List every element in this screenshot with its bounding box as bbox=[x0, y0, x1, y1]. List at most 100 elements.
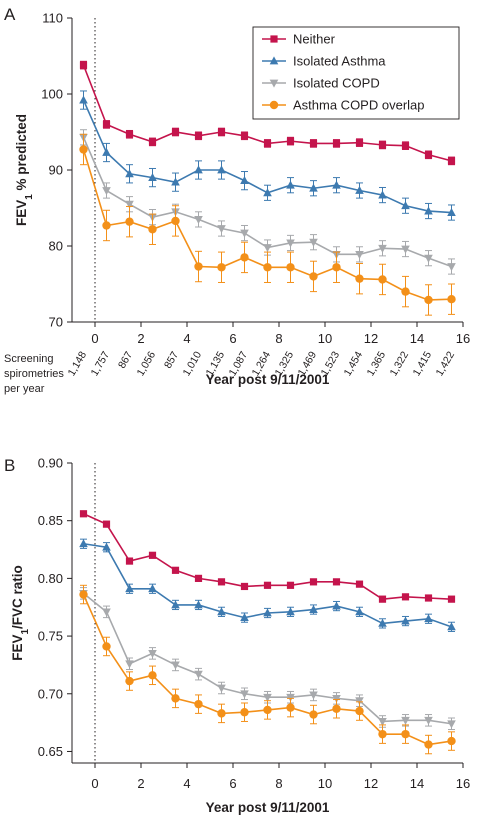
data-point bbox=[263, 244, 272, 253]
y-tick-label: 70 bbox=[49, 315, 63, 330]
screening-count: 1,365 bbox=[365, 349, 389, 378]
screening-count: 1,757 bbox=[89, 349, 113, 378]
y-axis-title: FEV1/FVC ratio bbox=[10, 565, 31, 661]
screening-label-line: per year bbox=[4, 383, 45, 395]
data-point bbox=[79, 539, 88, 548]
data-point bbox=[263, 608, 272, 617]
data-point bbox=[401, 593, 410, 601]
screening-count: 857 bbox=[162, 349, 181, 370]
x-tick-label: 4 bbox=[183, 776, 190, 791]
data-point bbox=[79, 510, 88, 518]
data-point bbox=[401, 287, 410, 296]
x-tick-label: 6 bbox=[229, 331, 236, 346]
x-axis-title: Year post 9/11/2001 bbox=[206, 372, 330, 387]
data-point bbox=[447, 736, 456, 746]
data-point bbox=[424, 295, 433, 305]
x-tick-label: 0 bbox=[91, 776, 98, 791]
data-point bbox=[286, 180, 295, 189]
data-point bbox=[217, 578, 226, 586]
y-tick-label: 0.85 bbox=[38, 513, 63, 528]
data-point bbox=[332, 704, 341, 713]
data-point bbox=[217, 709, 226, 718]
data-point bbox=[171, 177, 180, 186]
data-point bbox=[148, 173, 157, 181]
data-point bbox=[171, 694, 180, 703]
y-tick-label: 0.70 bbox=[38, 686, 63, 701]
x-tick-label: 14 bbox=[410, 776, 424, 791]
data-point bbox=[309, 710, 318, 719]
data-point bbox=[263, 693, 272, 702]
series-isolated-asthma bbox=[79, 538, 456, 632]
data-point bbox=[240, 176, 249, 185]
y-tick-label: 0.80 bbox=[38, 571, 63, 586]
y-tick-label: 0.65 bbox=[38, 744, 63, 759]
data-point bbox=[194, 600, 203, 609]
data-point bbox=[263, 139, 272, 147]
series-neither bbox=[79, 510, 456, 603]
data-point bbox=[194, 165, 203, 174]
data-point bbox=[194, 262, 203, 271]
data-point bbox=[79, 61, 88, 69]
data-point bbox=[355, 185, 364, 194]
data-point bbox=[102, 120, 111, 128]
data-point bbox=[447, 622, 456, 631]
data-point bbox=[125, 676, 134, 686]
data-point bbox=[263, 705, 272, 715]
data-point bbox=[125, 584, 134, 593]
data-point bbox=[102, 608, 111, 617]
data-point bbox=[171, 600, 180, 609]
panel-letter: A bbox=[4, 5, 16, 24]
x-tick-label: 8 bbox=[275, 331, 282, 346]
data-point bbox=[148, 225, 157, 234]
screening-label: Screening spirometries per year bbox=[4, 353, 64, 395]
legend-entry: Asthma COPD overlap bbox=[262, 98, 425, 113]
legend-label: Isolated Asthma bbox=[293, 54, 386, 69]
data-point bbox=[447, 720, 456, 729]
data-point bbox=[171, 128, 180, 136]
data-point bbox=[286, 693, 295, 702]
data-point bbox=[332, 180, 341, 189]
data-point bbox=[171, 216, 180, 226]
screening-count: 1,523 bbox=[319, 349, 343, 378]
series-asthma-copd-overlap bbox=[79, 584, 456, 755]
x-tick-label: 6 bbox=[229, 776, 236, 791]
data-point bbox=[355, 250, 364, 259]
data-point bbox=[240, 690, 249, 699]
data-point bbox=[102, 221, 111, 230]
screening-count: 867 bbox=[116, 349, 135, 370]
legend-entry: Isolated Asthma bbox=[262, 54, 386, 69]
panel-letter: B bbox=[4, 456, 15, 475]
data-point bbox=[148, 551, 157, 559]
screening-count: 1,148 bbox=[66, 349, 90, 378]
x-tick-label: 8 bbox=[275, 776, 282, 791]
data-point bbox=[332, 694, 341, 703]
data-point bbox=[125, 130, 134, 138]
screening-label-line: spirometries bbox=[4, 368, 64, 380]
data-point bbox=[148, 671, 157, 680]
x-tick-label: 10 bbox=[318, 776, 332, 791]
y-tick-label: 110 bbox=[42, 11, 63, 26]
data-point bbox=[309, 183, 318, 192]
data-point bbox=[309, 272, 318, 281]
data-point bbox=[171, 661, 180, 670]
data-point bbox=[240, 132, 249, 140]
series-isolated-copd bbox=[79, 129, 456, 275]
data-point bbox=[378, 244, 387, 253]
y-axis-title: FEV1 % predicted bbox=[14, 114, 35, 226]
legend-swatch-marker bbox=[270, 35, 278, 43]
data-point bbox=[263, 188, 272, 197]
data-point bbox=[424, 206, 433, 215]
data-point bbox=[378, 718, 387, 727]
data-point bbox=[378, 275, 387, 284]
y-tick-label: 100 bbox=[41, 87, 63, 102]
data-point bbox=[217, 684, 226, 693]
data-point bbox=[240, 229, 249, 238]
x-tick-label: 0 bbox=[91, 331, 98, 346]
data-point bbox=[447, 157, 456, 165]
data-point bbox=[309, 604, 318, 613]
data-point bbox=[194, 216, 203, 224]
data-point bbox=[217, 263, 226, 272]
data-point bbox=[125, 660, 134, 669]
data-point bbox=[401, 245, 410, 254]
